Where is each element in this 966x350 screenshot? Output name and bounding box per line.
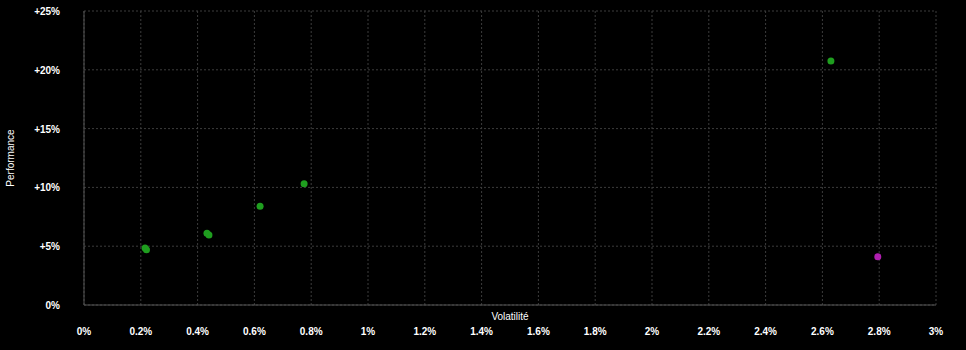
- grid-line-x: [424, 11, 425, 305]
- grid-line-y: [84, 11, 936, 12]
- x-tick-label: 1.6%: [527, 326, 550, 337]
- x-tick-label: 2%: [645, 326, 660, 337]
- x-tick-label: 0.2%: [129, 326, 152, 337]
- point: [143, 246, 150, 253]
- plot-area: [142, 57, 882, 260]
- grid-line-x: [481, 11, 482, 305]
- grid-line-x: [822, 11, 823, 305]
- x-tick-label: 0.4%: [186, 326, 209, 337]
- y-tick-label: 0%: [46, 300, 61, 311]
- x-tick-label: 2.2%: [697, 326, 720, 337]
- grid-line-y: [84, 246, 936, 247]
- grid-line-x: [311, 11, 312, 305]
- y-tick-label: +10%: [34, 182, 60, 193]
- y-tick-label: +15%: [34, 124, 60, 135]
- grid-line-x: [84, 11, 85, 305]
- grid-line-x: [708, 11, 709, 305]
- y-tick-label: +20%: [34, 65, 60, 76]
- y-tick-label: +25%: [34, 6, 60, 17]
- grid-line-x: [936, 11, 937, 305]
- x-tick-label: 0.6%: [243, 326, 266, 337]
- x-tick-label: 2.4%: [754, 326, 777, 337]
- point: [257, 203, 264, 210]
- point: [301, 180, 308, 187]
- y-axis-label: Performance: [5, 129, 16, 187]
- x-tick-label: 1.8%: [584, 326, 607, 337]
- grid-line-y: [84, 187, 936, 188]
- grid-line-x: [879, 11, 880, 305]
- x-tick-label: 2.8%: [868, 326, 891, 337]
- grid-line-x: [595, 11, 596, 305]
- grid-line-x: [368, 11, 369, 305]
- background: [0, 0, 966, 350]
- chart: 0% +5% +10% +15% +20% +25% 0% 0.2% 0.4% 0.6% 0.8% 1…: [0, 0, 966, 350]
- point: [827, 57, 834, 64]
- x-axis-label: Volatilité: [491, 311, 529, 322]
- grid-line-x: [254, 11, 255, 305]
- x-tick-label: 0.8%: [300, 326, 323, 337]
- x-tick-label: 2.6%: [811, 326, 834, 337]
- point: [205, 232, 212, 239]
- y-tick-label: +5%: [40, 241, 60, 252]
- x-tick-label: 1.4%: [470, 326, 493, 337]
- x-tick-label: 1%: [361, 326, 376, 337]
- grid-line-x: [140, 11, 141, 305]
- grid-line-y: [84, 69, 936, 70]
- grid-line-x: [197, 11, 198, 305]
- x-tick-label: 1.2%: [413, 326, 436, 337]
- x-tick-label: 3%: [929, 326, 944, 337]
- point: [874, 253, 881, 260]
- grid-line-x: [765, 11, 766, 305]
- grid-line-x: [538, 11, 539, 305]
- grid-line-y: [84, 305, 936, 306]
- x-axis-line: [84, 305, 936, 306]
- y-axis-line: [84, 11, 85, 305]
- x-tick-label: 0%: [77, 326, 92, 337]
- grid-line-y: [84, 128, 936, 129]
- grid-line-x: [652, 11, 653, 305]
